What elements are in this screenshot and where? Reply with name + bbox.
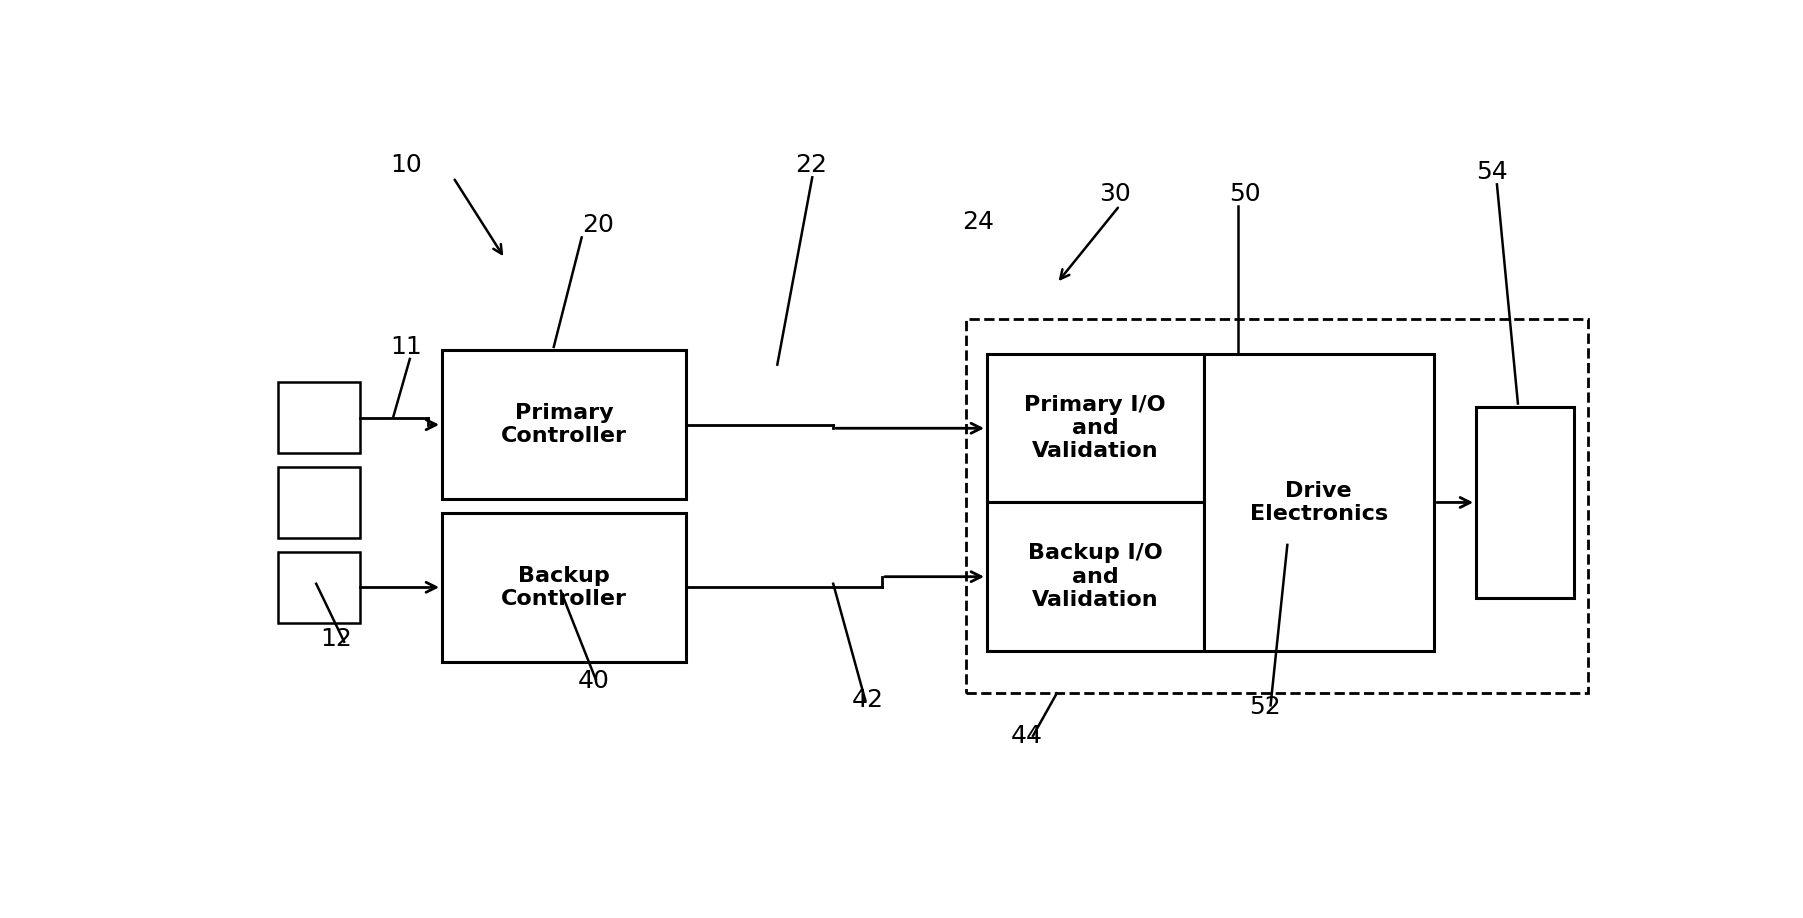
Text: 40: 40 (577, 669, 609, 693)
Bar (442, 351, 687, 498)
Text: 30: 30 (1098, 182, 1130, 206)
Text: Drive
Electronics: Drive Electronics (1249, 481, 1388, 524)
Text: 11: 11 (389, 335, 422, 359)
Text: Primary I/O
and
Validation: Primary I/O and Validation (1024, 395, 1167, 462)
Text: 22: 22 (795, 153, 828, 177)
Bar (278, 382, 359, 453)
Bar (1477, 407, 1574, 598)
Text: 24: 24 (961, 210, 993, 234)
Bar (986, 502, 1204, 651)
Text: 10: 10 (389, 153, 422, 177)
Text: 20: 20 (582, 213, 613, 238)
Text: 50: 50 (1228, 182, 1260, 206)
Bar (966, 319, 1588, 693)
Bar (278, 467, 359, 538)
Text: Backup
Controller: Backup Controller (501, 565, 627, 609)
Bar (278, 552, 359, 622)
Bar (986, 354, 1204, 502)
Text: 44: 44 (1011, 723, 1042, 748)
Bar (1204, 354, 1433, 651)
Text: 42: 42 (851, 688, 883, 712)
Text: 12: 12 (321, 627, 352, 651)
Bar (442, 513, 687, 662)
Text: 52: 52 (1249, 696, 1282, 720)
Text: 54: 54 (1477, 161, 1507, 185)
Text: Backup I/O
and
Validation: Backup I/O and Validation (1028, 543, 1163, 610)
Text: Primary
Controller: Primary Controller (501, 403, 627, 446)
